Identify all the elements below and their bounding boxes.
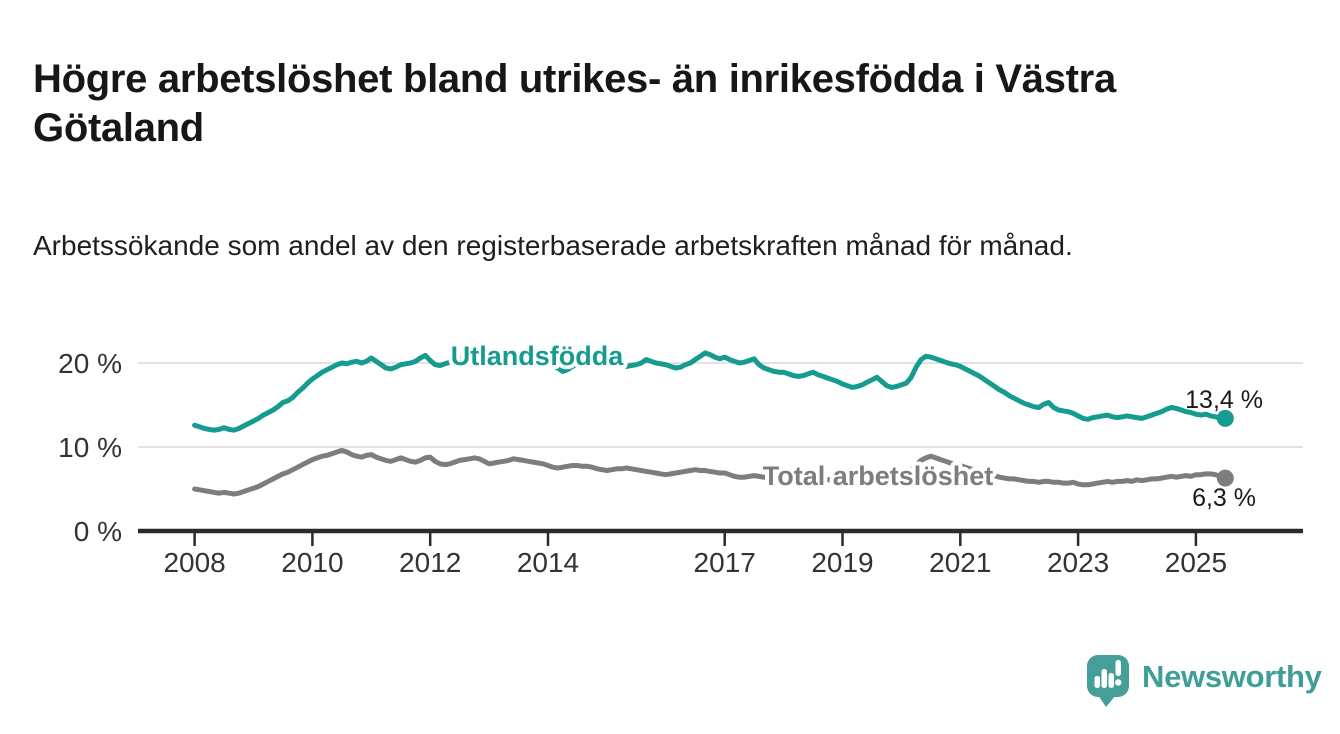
bar-chart-speech-bubble-icon — [1087, 655, 1129, 707]
y-axis-tick-label: 0 % — [74, 516, 122, 547]
x-axis-tick-label: 2017 — [694, 547, 756, 578]
unemployment-line-chart: 0 % 10 % 20 % 2008 2010 2012 2014 2017 2019 2021 2… — [58, 337, 1303, 578]
series-end-value-utlandsfodda: 13,4 % — [1185, 386, 1263, 414]
series-line-utlandsfodda — [192, 350, 1228, 433]
x-axis-tick-label: 2019 — [811, 547, 873, 578]
x-axis-tick-label: 2021 — [929, 547, 991, 578]
x-axis-tick-label: 2008 — [163, 547, 225, 578]
y-axis-tick-label: 20 % — [58, 348, 122, 379]
chart-subtitle: Arbetssökande som andel av den registerb… — [33, 230, 1073, 261]
series-label-utlandsfodda: Utlandsfödda — [451, 341, 624, 371]
x-axis-tick-label: 2012 — [399, 547, 461, 578]
x-axis-tick-label: 2014 — [517, 547, 579, 578]
series-end-dot-total-arbetsloshet — [1216, 469, 1234, 487]
series-label-total-arbetsloshet: Total arbetslöshet — [763, 461, 994, 491]
series-end-dot-utlandsfodda — [1216, 409, 1234, 427]
series-end-value-total-arbetsloshet: 6,3 % — [1192, 484, 1256, 512]
chart-area: 0 % 10 % 20 % 2008 2010 2012 2014 2017 2019 2021 2… — [0, 320, 1340, 620]
newsworthy-branding: Newsworthy — [1085, 653, 1322, 709]
page-title: Högre arbetslöshet bland utrikes- än inr… — [33, 56, 1116, 150]
x-axis-tick-label: 2010 — [281, 547, 343, 578]
x-axis-tick-label: 2025 — [1165, 547, 1227, 578]
series-line-total-arbetsloshet — [192, 447, 1228, 497]
newsworthy-logo-text: Newsworthy — [1142, 659, 1322, 694]
x-axis-tick-label: 2023 — [1047, 547, 1109, 578]
y-axis-tick-label: 10 % — [58, 432, 122, 463]
